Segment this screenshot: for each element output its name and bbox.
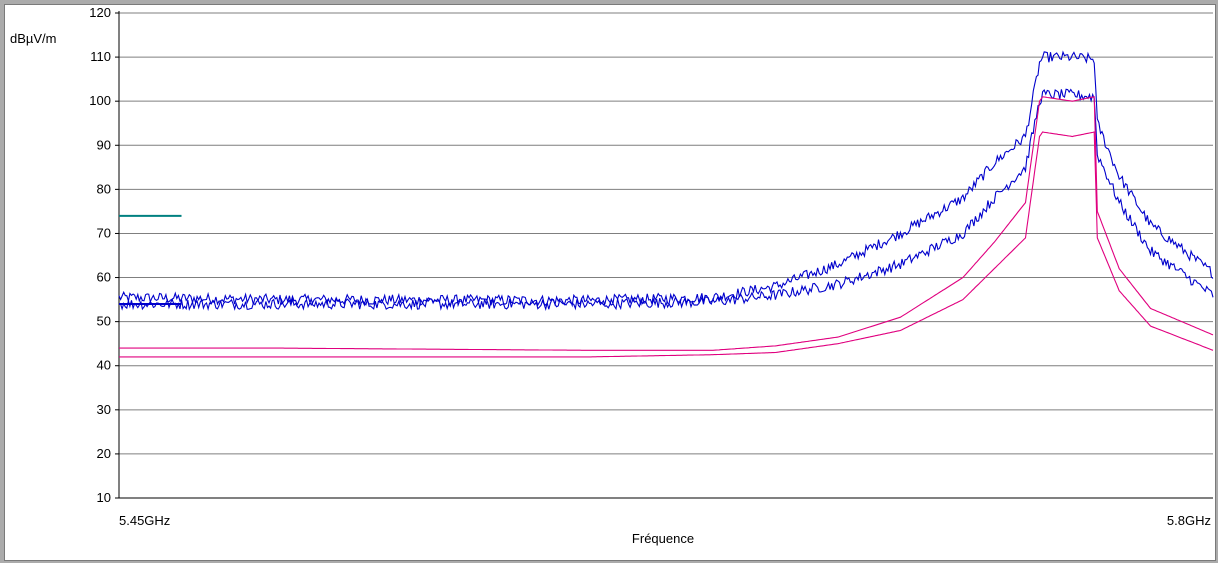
y-tick-labels: 10 20 30 40 50 60 70 80 90 100 110 120 <box>89 5 119 505</box>
y-tick-label-40: 40 <box>97 358 111 373</box>
emission-spectrum-chart: 10 20 30 40 50 60 70 80 90 100 110 120 dBµV/m 5.45G… <box>10 5 1214 546</box>
y-tick-label-100: 100 <box>89 93 111 108</box>
y-tick-label-60: 60 <box>97 270 111 285</box>
data-series <box>118 50 1214 358</box>
y-tick-label-30: 30 <box>97 402 111 417</box>
series-line-2 <box>118 88 1214 312</box>
series-line-1 <box>118 50 1214 308</box>
y-tick-label-50: 50 <box>97 314 111 329</box>
limit-lines <box>119 214 182 305</box>
y-tick-label-20: 20 <box>97 446 111 461</box>
x-tick-label-start: 5.45GHz <box>119 513 170 528</box>
y-axis-label: dBµV/m <box>10 31 57 46</box>
y-tick-label-10: 10 <box>97 490 111 505</box>
axes <box>118 11 1213 499</box>
grid-lines <box>119 12 1213 455</box>
series-line-4 <box>119 131 1214 358</box>
y-tick-label-90: 90 <box>97 137 111 152</box>
y-tick-label-80: 80 <box>97 181 111 196</box>
y-tick-label-70: 70 <box>97 225 111 240</box>
y-tick-label-110: 110 <box>90 49 111 64</box>
x-tick-label-end: 5.8GHz <box>1167 513 1211 528</box>
chart-frame: 10 20 30 40 50 60 70 80 90 100 110 120 dBµV/m 5.45G… <box>4 4 1216 561</box>
y-tick-label-120: 120 <box>89 5 111 20</box>
series-line-3 <box>119 96 1214 351</box>
x-axis-label: Fréquence <box>632 531 694 546</box>
